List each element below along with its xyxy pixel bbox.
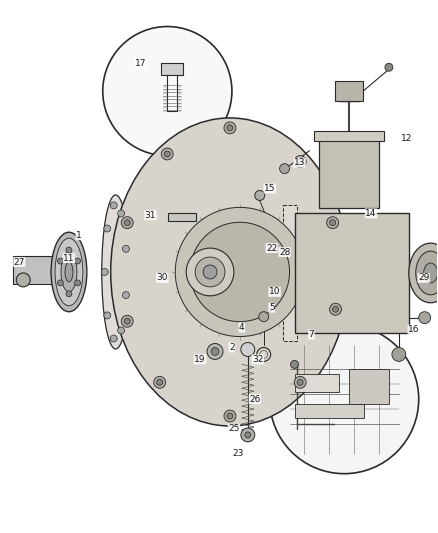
Text: 1: 1 (76, 231, 82, 240)
Text: 14: 14 (365, 209, 377, 218)
Circle shape (327, 217, 339, 229)
Circle shape (245, 432, 251, 438)
Ellipse shape (409, 243, 438, 303)
Text: 7: 7 (308, 330, 314, 339)
Bar (13, 256, 58, 284)
Bar (294, 374, 339, 392)
Circle shape (161, 148, 173, 160)
Circle shape (241, 428, 255, 442)
Ellipse shape (416, 251, 438, 295)
Ellipse shape (51, 232, 87, 312)
Bar (294, 404, 364, 418)
Bar (335, 81, 363, 101)
Ellipse shape (190, 222, 290, 321)
Bar (349, 369, 389, 404)
Circle shape (121, 316, 133, 327)
Text: 26: 26 (249, 394, 261, 403)
Text: 32: 32 (252, 355, 263, 364)
Circle shape (74, 280, 81, 286)
Bar (294, 213, 409, 333)
Bar (319, 139, 379, 208)
Circle shape (294, 376, 306, 389)
Circle shape (157, 379, 162, 385)
Circle shape (124, 220, 130, 225)
Circle shape (290, 360, 298, 368)
Circle shape (123, 292, 129, 298)
Ellipse shape (203, 265, 217, 279)
Ellipse shape (61, 252, 77, 292)
Circle shape (224, 122, 236, 134)
Circle shape (16, 273, 30, 287)
Text: 31: 31 (145, 211, 156, 220)
Circle shape (297, 379, 303, 385)
Circle shape (227, 125, 233, 131)
Circle shape (57, 258, 64, 264)
Text: 10: 10 (269, 287, 280, 296)
Ellipse shape (55, 238, 83, 306)
Circle shape (57, 280, 64, 286)
Ellipse shape (424, 263, 438, 283)
Text: 13: 13 (294, 158, 305, 167)
Text: 16: 16 (408, 325, 420, 334)
Circle shape (392, 348, 406, 361)
Ellipse shape (111, 118, 349, 426)
Text: 23: 23 (232, 449, 244, 458)
Circle shape (123, 245, 129, 252)
Circle shape (330, 220, 336, 225)
Ellipse shape (186, 248, 234, 296)
Text: 15: 15 (264, 184, 276, 193)
Circle shape (103, 27, 232, 156)
Text: 17: 17 (135, 59, 146, 68)
Bar (168, 213, 196, 221)
Circle shape (118, 210, 124, 217)
Circle shape (385, 63, 393, 71)
Circle shape (294, 156, 306, 167)
Circle shape (329, 303, 342, 315)
Circle shape (270, 325, 419, 474)
Text: 12: 12 (401, 134, 413, 143)
Text: 4: 4 (239, 323, 245, 332)
Circle shape (124, 318, 130, 324)
Circle shape (164, 151, 170, 157)
Text: 29: 29 (418, 273, 429, 282)
Circle shape (104, 225, 111, 232)
Text: 28: 28 (279, 248, 290, 256)
Circle shape (259, 312, 268, 321)
Circle shape (101, 269, 108, 276)
Circle shape (227, 413, 233, 419)
Text: 19: 19 (194, 355, 206, 364)
Circle shape (255, 190, 265, 200)
Bar (314, 131, 384, 141)
Circle shape (121, 217, 133, 229)
Circle shape (419, 312, 431, 324)
Circle shape (110, 202, 117, 209)
Circle shape (297, 159, 303, 165)
Circle shape (279, 164, 290, 174)
Text: 5: 5 (269, 303, 275, 312)
Text: 25: 25 (228, 424, 240, 433)
Text: 30: 30 (157, 273, 168, 282)
Text: 11: 11 (63, 254, 75, 263)
Circle shape (241, 343, 255, 357)
Circle shape (104, 312, 111, 319)
Circle shape (118, 327, 124, 334)
Circle shape (332, 306, 339, 312)
Text: 2: 2 (229, 343, 235, 352)
Circle shape (66, 291, 72, 297)
Circle shape (110, 335, 117, 342)
Circle shape (74, 258, 81, 264)
Ellipse shape (65, 262, 73, 282)
Circle shape (211, 348, 219, 356)
Circle shape (66, 247, 72, 253)
Ellipse shape (195, 257, 225, 287)
Text: 22: 22 (266, 244, 277, 253)
Ellipse shape (175, 207, 304, 336)
Bar (161, 63, 183, 75)
Circle shape (207, 343, 223, 359)
Circle shape (224, 410, 236, 422)
Ellipse shape (102, 195, 130, 349)
Bar (283, 205, 297, 341)
Text: 27: 27 (14, 257, 25, 266)
Circle shape (154, 376, 166, 389)
